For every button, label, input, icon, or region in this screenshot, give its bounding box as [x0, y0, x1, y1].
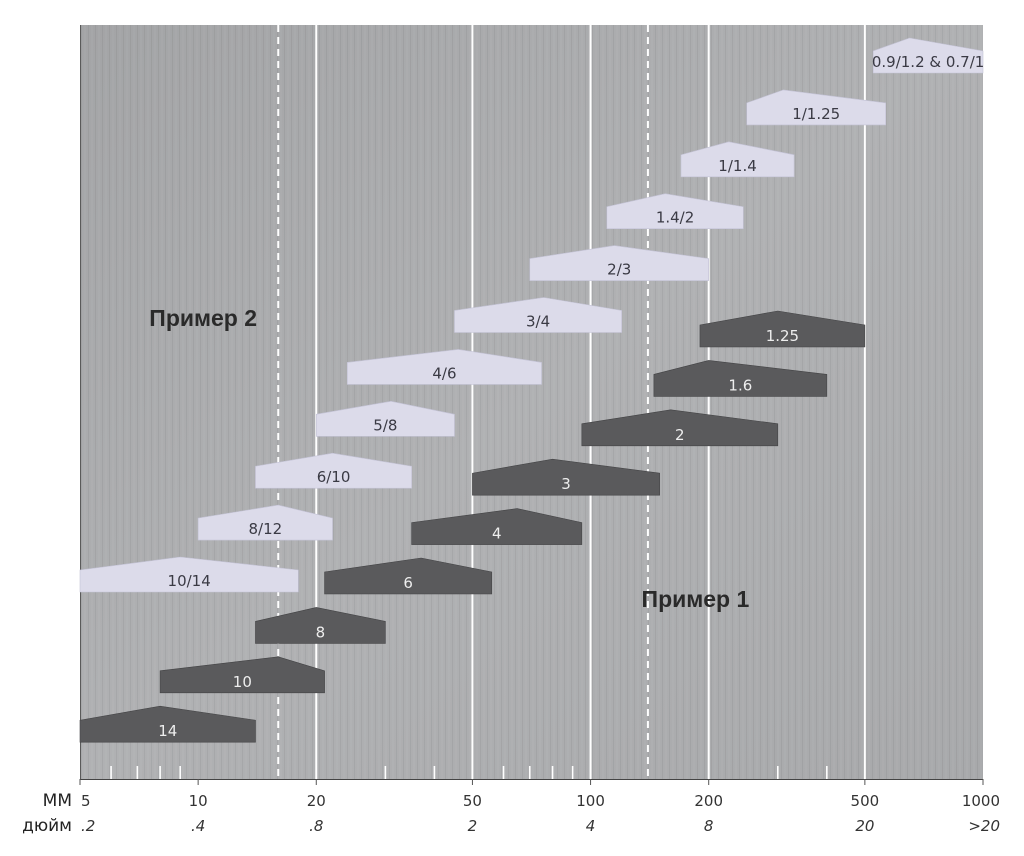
band-light-1-1-4-label: 1/1.4 [718, 157, 756, 175]
tick-label-inch-5: .2 [81, 817, 95, 835]
band-dark-14-label: 14 [158, 722, 177, 740]
band-light-1-4-2-label: 1.4/2 [656, 209, 694, 227]
band-dark-3-label: 3 [561, 475, 571, 493]
band-light-3-4-label: 3/4 [526, 313, 550, 331]
example-2-label: Пример 2 [149, 305, 257, 331]
tick-label-mm-50: 50 [463, 792, 482, 810]
bands: 0.9/1.2 & 0.7/1 1/1.25 1/1.4 1.4/2 2/3 3/4 4/6… [79, 37, 984, 743]
band-dark-6-label: 6 [403, 574, 413, 592]
band-light-4-6-label: 4/6 [432, 364, 456, 382]
band-dark-8-label: 8 [316, 623, 326, 641]
tick-label-mm-1000: 1000 [962, 792, 1000, 810]
band-light-1-1-25 [746, 89, 886, 126]
band-dark-1-6 [653, 360, 828, 397]
band-dark-10 [159, 656, 325, 694]
band-dark-4-label: 4 [492, 525, 502, 543]
tick-label-mm-500: 500 [851, 792, 880, 810]
band-dark-1-25 [699, 310, 866, 348]
annotations: Пример 2 Пример 1 [149, 305, 749, 612]
band-dark-2 [581, 409, 779, 447]
band-light-1-4-2 [606, 193, 744, 229]
tick-label-inch-200: 8 [704, 817, 714, 835]
tick-label-mm-20: 20 [307, 792, 326, 810]
band-light-0-9-1-2-0-7-1-label: 0.9/1.2 & 0.7/1 [872, 53, 984, 71]
band-light-6-10 [255, 452, 412, 489]
band-dark-10-label: 10 [233, 673, 252, 691]
tick-label-inch-1000: >20 [968, 817, 1000, 835]
band-light-10-14-label: 10/14 [168, 572, 211, 590]
tick-label-mm-10: 10 [189, 792, 208, 810]
band-dark-4 [411, 508, 583, 545]
band-light-8-12-label: 8/12 [248, 520, 282, 538]
axis-name-mm: MM [43, 791, 72, 811]
tick-label-inch-10: .4 [191, 817, 205, 835]
band-dark-14 [79, 705, 256, 743]
band-light-10-14 [79, 556, 299, 593]
band-dark-6 [324, 557, 493, 595]
band-light-5-8-label: 5/8 [373, 416, 397, 434]
tick-label-inch-500: 20 [855, 817, 874, 835]
tick-label-inch-20: .8 [309, 817, 323, 835]
axis-name-inch: дюйм [22, 816, 72, 836]
band-dark-3 [472, 458, 660, 496]
band-light-6-10-label: 6/10 [317, 468, 351, 486]
band-dark-1-25-label: 1.25 [766, 327, 799, 345]
band-light-1-1-4 [680, 141, 795, 178]
tick-label-inch-100: 4 [586, 817, 596, 835]
tick-label-mm-100: 100 [576, 792, 605, 810]
band-dark-2-label: 2 [675, 426, 685, 444]
tick-label-mm-5: 5 [81, 792, 91, 810]
band-light-5-8 [315, 400, 455, 437]
plot-texture [80, 25, 983, 779]
band-light-0-9-1-2-0-7-1 [872, 37, 984, 74]
band-light-2-3-label: 2/3 [607, 261, 631, 279]
x-axis: 5 .2 10 .4 20 .8 50 2 100 4 200 8 500 20 1000 >20 MM дюйм [22, 766, 1000, 836]
band-dark-8 [255, 607, 386, 644]
band-dark-1-6-label: 1.6 [728, 376, 752, 394]
tick-label-mm-200: 200 [694, 792, 723, 810]
band-light-2-3 [529, 245, 710, 281]
band-light-1-1-25-label: 1/1.25 [792, 105, 840, 123]
band-light-8-12 [197, 504, 333, 541]
band-light-4-6 [347, 349, 542, 385]
band-light-3-4 [454, 297, 622, 333]
tick-label-inch-50: 2 [468, 817, 478, 835]
example-1-label: Пример 1 [642, 586, 750, 612]
